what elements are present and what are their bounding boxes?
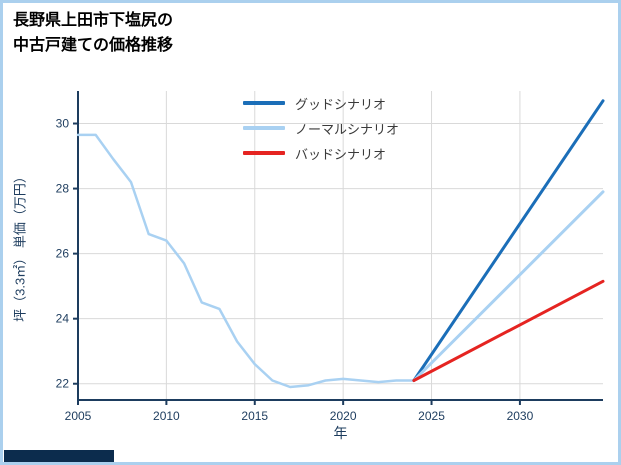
x-axis-label: 年 (333, 425, 348, 441)
svg-text:26: 26 (56, 247, 70, 261)
legend-item-normal-scenario: ノーマルシナリオ (243, 120, 400, 137)
legend-label-normal: ノーマルシナリオ (295, 121, 400, 137)
brand-bar (4, 450, 114, 462)
normal-scenario-line-swatch (243, 126, 285, 130)
good-scenario-line-swatch (243, 101, 285, 105)
y-axis-label: 坪（3.3㎡） 単価（万円） (12, 170, 28, 322)
svg-text:2005: 2005 (65, 409, 92, 423)
chart-title: 長野県上田市下塩尻の 中古戸建ての価格推移 (13, 9, 173, 59)
chart-title-line1: 長野県上田市下塩尻の (13, 12, 174, 29)
svg-text:30: 30 (56, 117, 70, 131)
svg-text:28: 28 (56, 182, 70, 196)
legend-label-good: グッドシナリオ (295, 96, 387, 112)
svg-text:2010: 2010 (153, 409, 180, 423)
svg-text:2020: 2020 (330, 409, 357, 423)
svg-text:2025: 2025 (418, 409, 445, 423)
bad-scenario-line-swatch (243, 151, 285, 155)
legend-item-bad-scenario: バッドシナリオ (243, 145, 399, 162)
svg-text:2015: 2015 (241, 409, 268, 423)
legend: グッドシナリオ ノーマルシナリオ バッドシナリオ (243, 95, 400, 162)
legend-item-good-scenario: グッドシナリオ (243, 95, 399, 112)
svg-text:24: 24 (56, 312, 70, 326)
legend-label-bad: バッドシナリオ (295, 146, 387, 162)
svg-text:2030: 2030 (507, 409, 534, 423)
chart-title-line2: 中古戸建ての価格推移 (13, 36, 174, 54)
svg-text:22: 22 (56, 377, 70, 391)
price-trend-line-chart: 2005 2010 2015 2020 2025 2030 22 24 26 28 30 (56, 91, 605, 423)
